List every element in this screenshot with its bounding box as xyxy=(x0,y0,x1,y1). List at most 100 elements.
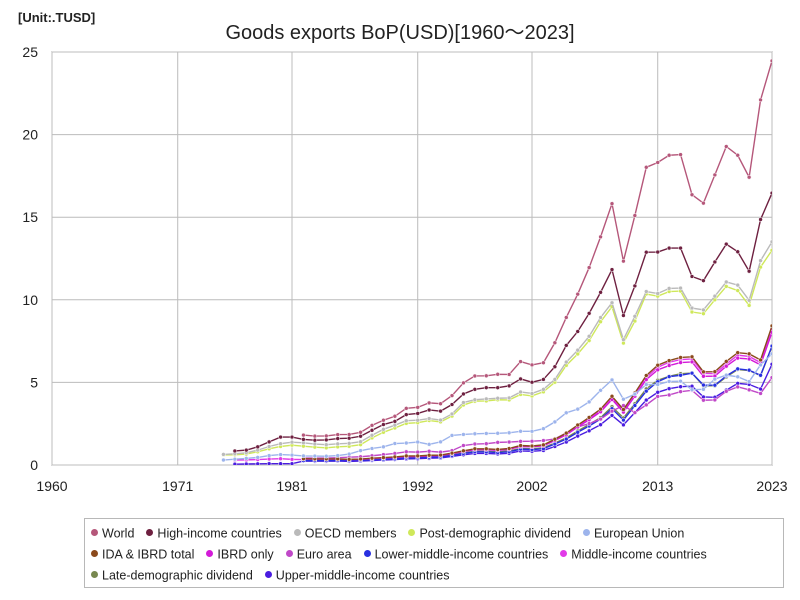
data-point xyxy=(724,359,729,364)
data-point xyxy=(255,461,260,465)
data-point xyxy=(301,437,306,442)
legend-marker-icon xyxy=(285,550,293,558)
data-point xyxy=(758,386,763,392)
legend-marker-icon xyxy=(264,571,272,579)
data-point xyxy=(449,433,455,438)
data-point xyxy=(769,58,772,64)
data-point xyxy=(712,376,718,382)
data-point xyxy=(324,453,329,459)
legend-item: Upper-middle-income countries xyxy=(264,565,449,586)
data-point xyxy=(712,369,718,374)
data-point xyxy=(621,397,626,402)
data-point xyxy=(541,387,546,392)
data-point xyxy=(781,352,785,356)
data-point xyxy=(541,377,546,382)
legend-marker-icon xyxy=(146,529,154,537)
series-line xyxy=(223,240,772,456)
data-point xyxy=(369,428,375,433)
data-point xyxy=(689,387,695,392)
data-point xyxy=(575,406,580,412)
legend-item: IDA & IBRD total xyxy=(91,544,194,565)
data-point xyxy=(518,439,523,444)
legend-item: World xyxy=(91,523,134,544)
legend-label: World xyxy=(102,526,135,541)
data-point xyxy=(461,443,466,448)
data-point xyxy=(289,457,295,462)
data-point xyxy=(461,432,466,437)
legend-marker-icon xyxy=(582,529,590,537)
data-point xyxy=(404,418,409,423)
data-point xyxy=(506,430,512,436)
data-point xyxy=(735,355,740,361)
data-point xyxy=(438,401,443,406)
data-point xyxy=(392,441,398,446)
unit-label: [Unit:.TUSD] xyxy=(18,10,96,25)
data-point xyxy=(769,361,772,367)
data-point xyxy=(312,453,318,459)
data-point xyxy=(735,288,740,293)
data-point xyxy=(484,385,489,390)
y-tick-label: 15 xyxy=(22,209,38,225)
data-point xyxy=(781,308,785,312)
data-point xyxy=(586,415,592,420)
data-point xyxy=(244,456,249,461)
data-point xyxy=(438,439,443,445)
data-point xyxy=(701,387,706,392)
data-point xyxy=(746,367,752,373)
data-point xyxy=(758,362,763,368)
data-point xyxy=(369,433,375,438)
data-point xyxy=(541,426,546,431)
legend-label: High-income countries xyxy=(157,526,282,541)
data-point xyxy=(312,441,318,447)
data-point xyxy=(781,254,785,258)
data-point xyxy=(621,417,626,423)
data-point xyxy=(404,453,409,459)
data-point xyxy=(724,144,729,149)
data-point xyxy=(381,422,386,427)
data-point xyxy=(404,440,409,446)
data-point xyxy=(529,429,535,434)
data-point xyxy=(324,433,329,439)
data-point xyxy=(369,423,375,428)
data-point xyxy=(221,457,226,463)
y-tick-label: 5 xyxy=(30,374,38,390)
data-point xyxy=(793,371,797,375)
data-point xyxy=(666,379,672,384)
series-line xyxy=(303,331,772,461)
data-point xyxy=(335,432,340,437)
data-point xyxy=(506,372,512,377)
data-point xyxy=(793,341,797,345)
legend: World High-income countries OECD members Po… xyxy=(84,518,784,588)
data-point xyxy=(735,384,740,390)
data-point xyxy=(746,351,752,357)
data-point xyxy=(701,278,706,283)
data-point xyxy=(541,442,546,448)
data-point xyxy=(552,364,558,369)
data-point xyxy=(278,456,283,461)
data-point xyxy=(529,379,535,385)
data-point xyxy=(575,329,580,334)
data-point xyxy=(632,391,638,397)
legend-item: Lower-middle-income countries xyxy=(363,544,548,565)
grid xyxy=(51,51,773,466)
data-point xyxy=(758,357,763,363)
data-point xyxy=(781,331,785,335)
data-point xyxy=(701,307,706,313)
data-point xyxy=(598,234,603,240)
data-point xyxy=(735,249,740,254)
data-point xyxy=(358,430,363,435)
data-point xyxy=(289,452,295,458)
data-point xyxy=(586,421,592,426)
data-point xyxy=(701,382,706,388)
data-point xyxy=(495,440,500,445)
data-point xyxy=(472,373,478,379)
data-point xyxy=(712,172,718,178)
data-point xyxy=(735,153,740,158)
data-point xyxy=(392,454,398,460)
data-point xyxy=(552,340,558,346)
data-point xyxy=(724,372,729,378)
line-chart: 0 5 10 15 20 25 1960 1971 1981 1992 2002 2013 2023 xyxy=(22,44,797,494)
data-point xyxy=(518,376,523,382)
data-point xyxy=(324,442,329,447)
data-point xyxy=(381,455,386,460)
